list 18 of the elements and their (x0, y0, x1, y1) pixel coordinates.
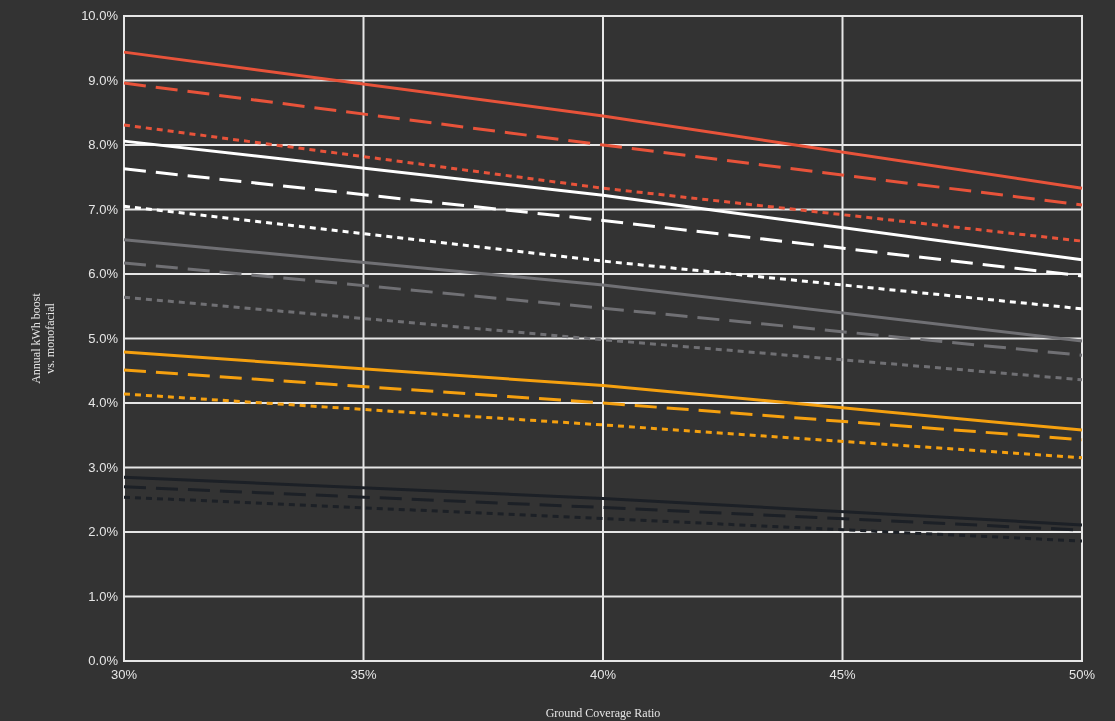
y-tick-label: 7.0% (88, 201, 119, 217)
y-tick-label: 1.0% (88, 588, 119, 604)
y-tick-label: 8.0% (88, 137, 119, 152)
y-tick-label: 0.0% (88, 653, 119, 668)
y-tick-label: 4.0% (88, 395, 119, 410)
y-tick-label: 2.0% (88, 524, 119, 539)
x-axis-title: Ground Coverage Ratio (545, 706, 661, 720)
x-tick-label: 45% (829, 667, 856, 682)
y-axis-title: Annual kWh boost vs. monofacial (29, 292, 57, 384)
x-tick-label: 30% (110, 667, 138, 682)
y-tick-label: 5.0% (88, 330, 119, 346)
y-tick-label: 9.0% (88, 72, 119, 88)
y-tick-label: 3.0% (88, 459, 119, 475)
x-tick-label: 50% (1068, 667, 1096, 682)
y-tick-label: 10.0% (81, 8, 119, 23)
y-tick-label: 6.0% (88, 266, 119, 281)
x-tick-label: 40% (589, 667, 617, 682)
x-tick-label: 35% (350, 667, 377, 682)
